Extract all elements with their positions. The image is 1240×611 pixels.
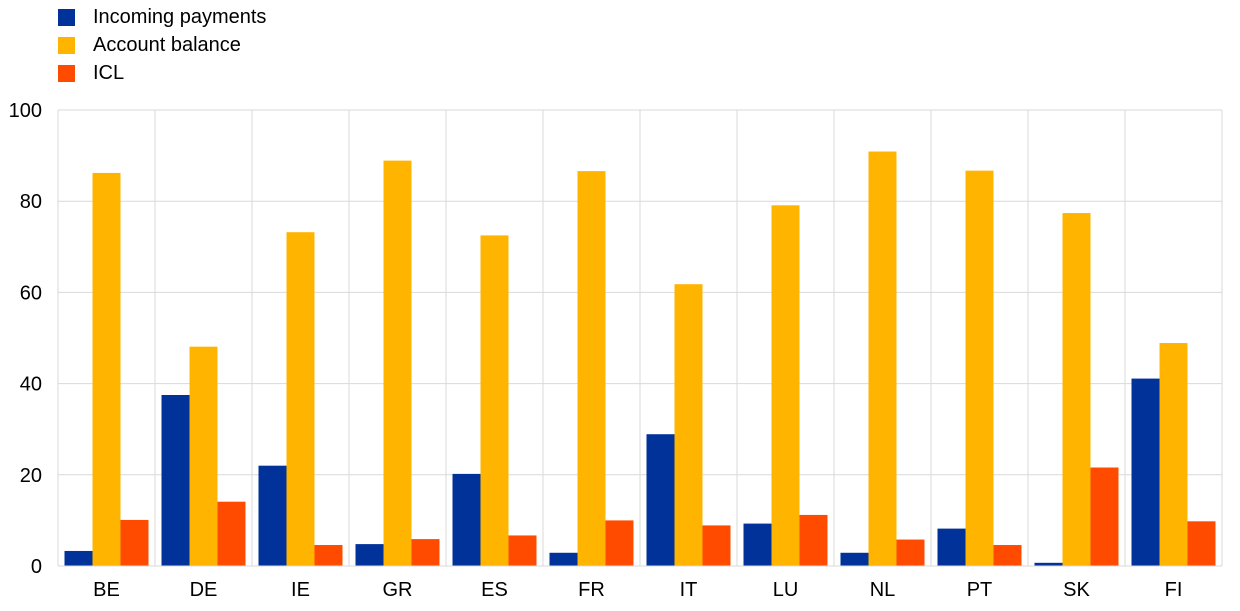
legend-item-account-balance: Account balance <box>58 31 266 59</box>
chart-legend: Incoming payments Account balance ICL <box>58 3 266 87</box>
x-tick-label-lu: LU <box>773 579 799 601</box>
bar-incoming-payments-nl <box>840 552 869 566</box>
axes <box>57 110 1222 567</box>
bar-account-balance-ie <box>286 232 315 566</box>
y-tick-label-20: 20 <box>20 465 42 487</box>
bar-account-balance-sk <box>1062 213 1091 566</box>
bar-incoming-payments-lu <box>743 523 772 566</box>
legend-swatch-account-balance <box>58 36 75 54</box>
legend-item-incoming-payments: Incoming payments <box>58 3 266 31</box>
bar-icl-nl <box>896 539 925 566</box>
x-tick-label-gr: GR <box>383 579 413 601</box>
x-tick-label-ie: IE <box>291 579 310 601</box>
legend-item-icl: ICL <box>58 59 266 87</box>
y-tick-label-0: 0 <box>31 556 42 578</box>
x-tick-label-be: BE <box>93 579 120 601</box>
legend-label-account-balance: Account balance <box>93 34 241 56</box>
bar-icl-de <box>217 501 246 566</box>
bar-incoming-payments-fr <box>549 552 578 566</box>
bar-account-balance-pt <box>965 170 994 566</box>
bar-incoming-payments-sk <box>1034 562 1063 566</box>
bar-icl-fi <box>1187 521 1216 566</box>
bar-account-balance-be <box>92 172 121 567</box>
x-tick-label-fi: FI <box>1165 579 1183 601</box>
legend-swatch-icl <box>58 64 75 82</box>
bar-account-balance-nl <box>868 151 897 566</box>
x-tick-label-it: IT <box>680 579 698 601</box>
y-tick-label-40: 40 <box>20 374 42 396</box>
bar-incoming-payments-es <box>452 473 481 566</box>
y-tick-label-100: 100 <box>9 100 42 122</box>
bar-account-balance-lu <box>771 205 800 566</box>
bar-account-balance-de <box>189 346 218 566</box>
bar-icl-lu <box>799 514 828 566</box>
bar-icl-be <box>120 519 149 566</box>
bar-account-balance-es <box>480 235 509 566</box>
bar-icl-it <box>702 525 731 566</box>
bar-icl-pt <box>993 545 1022 566</box>
x-tick-label-nl: NL <box>870 579 896 601</box>
bar-incoming-payments-gr <box>355 544 384 566</box>
bar-incoming-payments-it <box>646 434 675 566</box>
bar-incoming-payments-pt <box>937 528 966 566</box>
x-tick-label-sk: SK <box>1063 579 1090 601</box>
bar-account-balance-it <box>674 284 703 566</box>
bar-icl-fr <box>605 520 634 566</box>
bar-account-balance-fr <box>577 171 606 566</box>
x-tick-labels: BE DE IE GR ES FR IT LU NL PT SK FI <box>93 579 1182 601</box>
x-tick-label-pt: PT <box>967 579 993 601</box>
bar-icl-gr <box>411 539 440 566</box>
bar-incoming-payments-fi <box>1131 378 1160 566</box>
x-tick-label-es: ES <box>481 579 508 601</box>
y-tick-label-80: 80 <box>20 191 42 213</box>
x-tick-label-fr: FR <box>578 579 605 601</box>
bar-incoming-payments-be <box>64 550 93 566</box>
y-tick-label-60: 60 <box>20 282 42 304</box>
legend-swatch-incoming-payments <box>58 8 75 26</box>
bar-account-balance-fi <box>1159 343 1188 566</box>
grid-lines <box>58 109 1223 566</box>
bar-incoming-payments-ie <box>258 465 287 566</box>
bar-icl-es <box>508 535 537 566</box>
bar-icl-ie <box>314 545 343 566</box>
bars <box>64 151 1216 567</box>
legend-label-icl: ICL <box>93 62 125 84</box>
bar-account-balance-gr <box>383 160 412 566</box>
legend-label-incoming-payments: Incoming payments <box>93 6 267 28</box>
bar-incoming-payments-de <box>161 395 190 566</box>
bar-icl-sk <box>1090 467 1119 566</box>
y-tick-labels: 0 20 40 60 80 100 <box>9 100 42 578</box>
x-tick-label-de: DE <box>190 579 218 601</box>
